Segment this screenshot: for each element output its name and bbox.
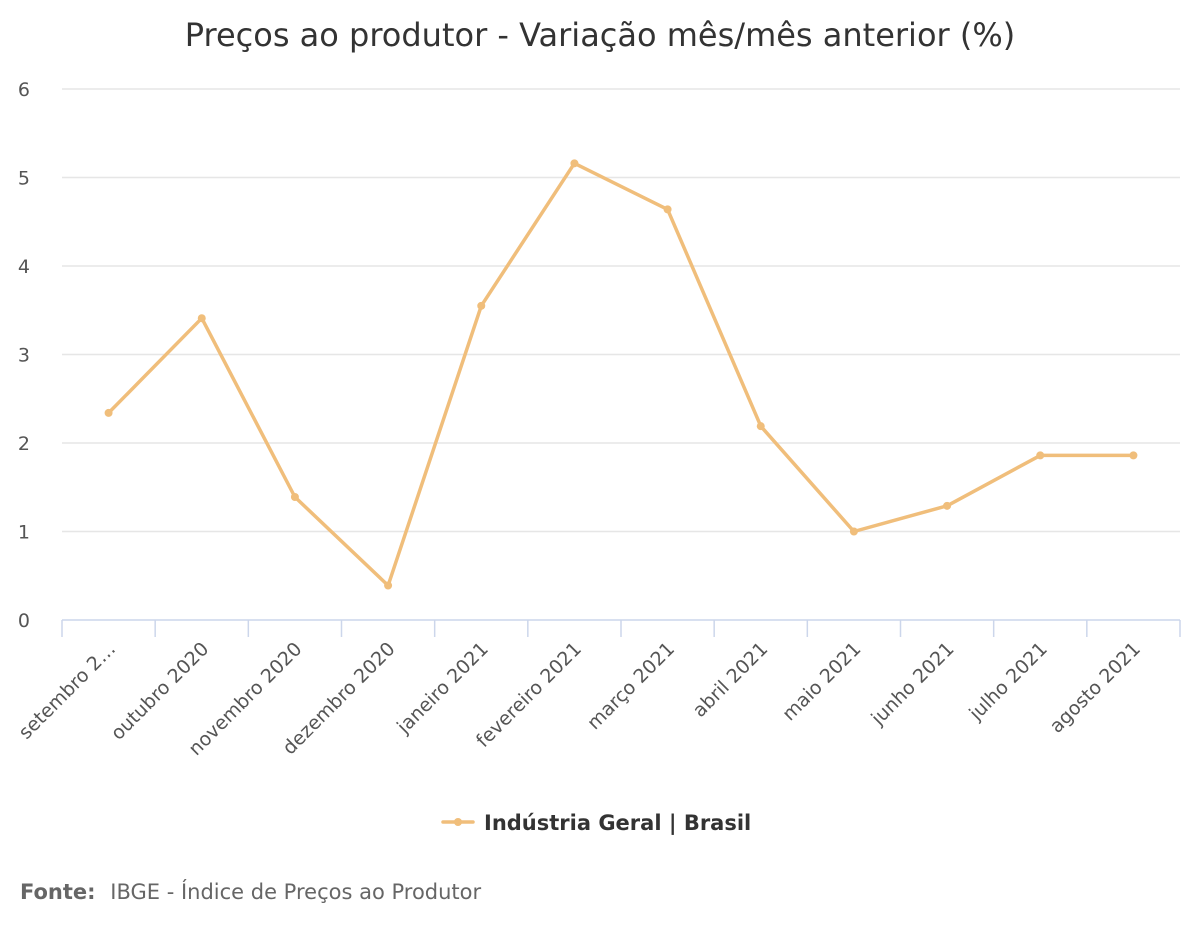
source-note: Fonte: IBGE - Índice de Preços ao Produt… xyxy=(20,879,482,904)
chart-title: Preços ao produtor - Variação mês/mês an… xyxy=(185,16,1015,54)
data-point[interactable] xyxy=(1129,451,1138,460)
source-label: Fonte: xyxy=(20,880,96,904)
data-point[interactable] xyxy=(663,205,672,214)
x-tick-label: outubro 2020 xyxy=(107,638,214,745)
data-point[interactable] xyxy=(849,527,858,536)
legend[interactable]: Indústria Geral | Brasil xyxy=(441,811,751,836)
x-tick-label: agosto 2021 xyxy=(1045,638,1144,737)
data-point[interactable] xyxy=(290,492,299,501)
x-tick-label: junho 2021 xyxy=(866,638,958,730)
y-tick-label: 6 xyxy=(18,79,30,101)
y-tick-label: 0 xyxy=(18,610,30,632)
data-point[interactable] xyxy=(477,301,486,310)
x-tick-label: janeiro 2021 xyxy=(392,638,493,739)
legend-marker xyxy=(454,818,462,826)
x-tick-label: setembro 2… xyxy=(14,638,120,744)
series-layer xyxy=(104,159,1138,590)
data-point[interactable] xyxy=(1036,451,1045,460)
x-tick-label: março 2021 xyxy=(583,638,679,734)
data-point[interactable] xyxy=(570,159,579,168)
data-point[interactable] xyxy=(197,314,206,323)
series-line xyxy=(106,161,1136,588)
y-tick-label: 1 xyxy=(18,522,30,544)
source-text: IBGE - Índice de Preços ao Produtor xyxy=(110,879,481,904)
legend-label[interactable]: Indústria Geral | Brasil xyxy=(484,811,751,836)
grid-lines xyxy=(62,88,1180,533)
data-point[interactable] xyxy=(756,422,765,431)
data-point[interactable] xyxy=(943,501,952,510)
x-tick-label: abril 2021 xyxy=(689,638,773,722)
x-tick-label: maio 2021 xyxy=(778,638,865,725)
y-tick-label: 3 xyxy=(18,345,30,367)
x-tick-label: julho 2021 xyxy=(964,638,1051,725)
y-axis: 0 1 2 3 4 5 6 xyxy=(18,79,30,632)
y-tick-label: 5 xyxy=(18,168,30,190)
y-tick-label: 2 xyxy=(18,433,30,455)
data-point[interactable] xyxy=(104,408,113,417)
data-point[interactable] xyxy=(384,581,393,590)
y-tick-label: 4 xyxy=(18,256,30,278)
